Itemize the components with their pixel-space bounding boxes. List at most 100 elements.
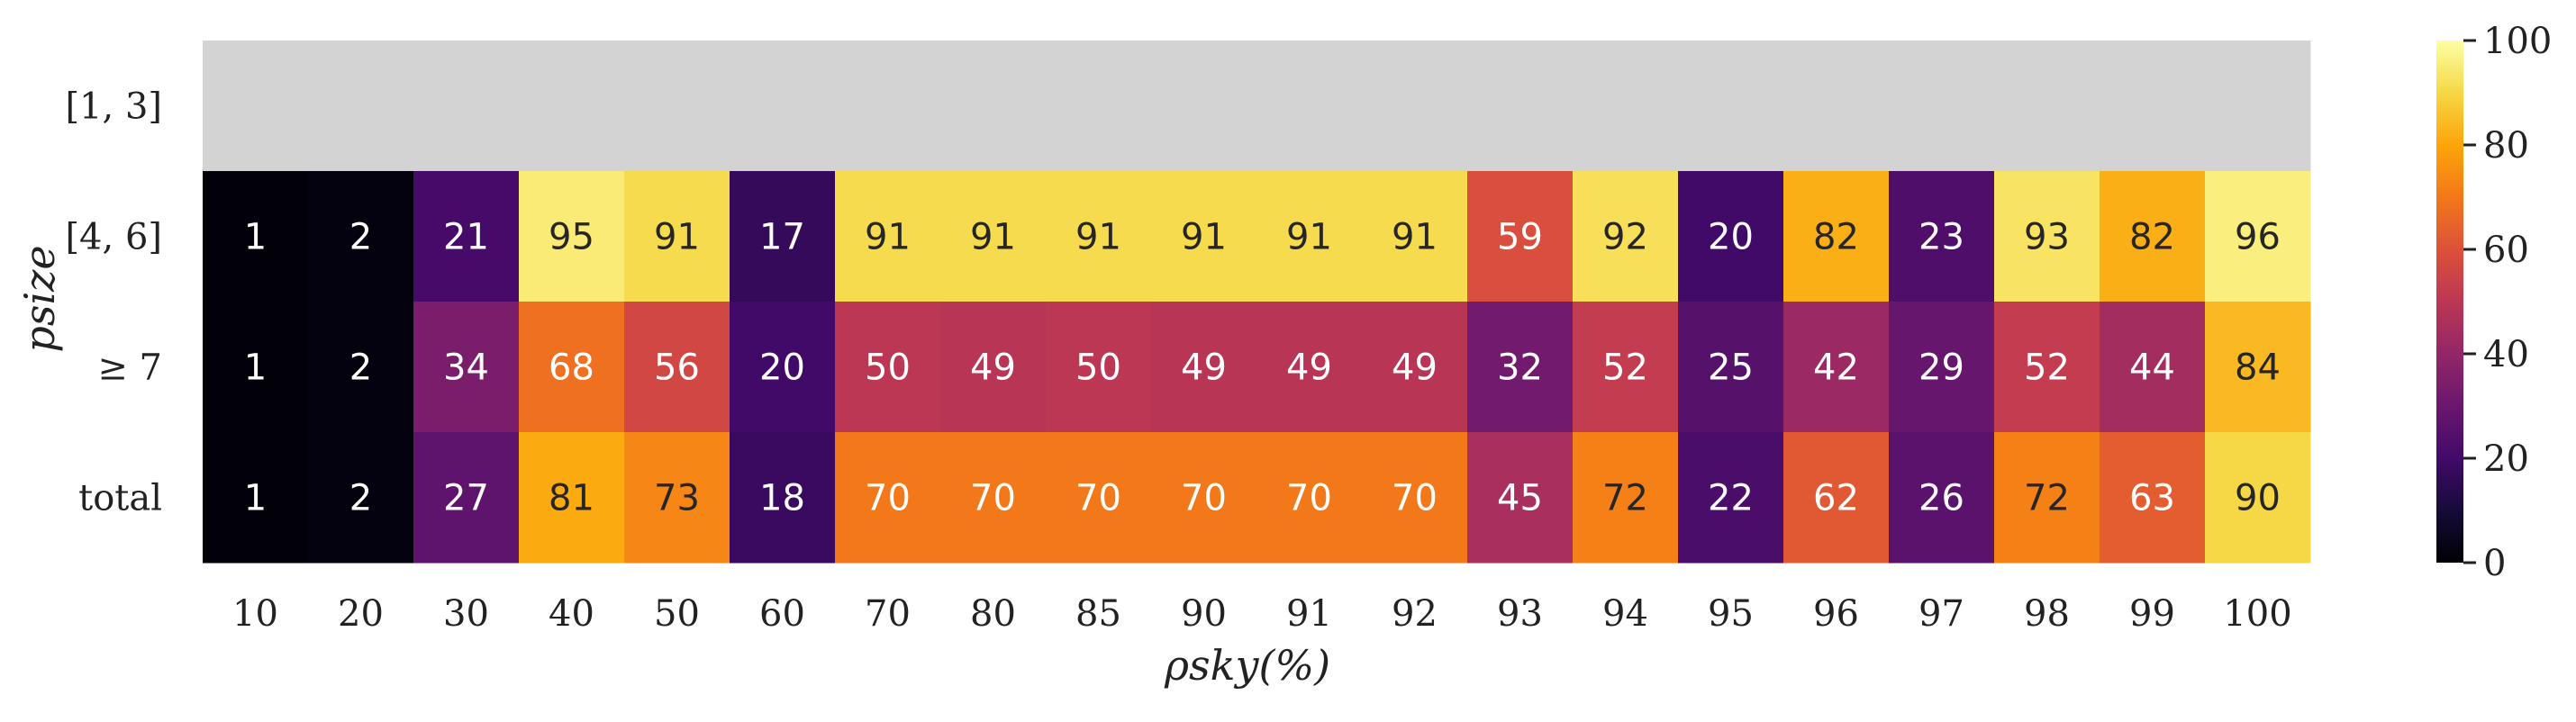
heatmap-cell bbox=[2100, 302, 2206, 433]
heatmap-cell bbox=[413, 302, 520, 433]
cell-value-label: 25 bbox=[1708, 347, 1754, 389]
heatmap-cell bbox=[2205, 432, 2311, 564]
cell-value-label: 32 bbox=[1497, 347, 1543, 389]
cell-value-label: 68 bbox=[549, 347, 594, 389]
x-tick-label: 30 bbox=[443, 593, 489, 635]
cell-value-label: 1 bbox=[244, 478, 267, 519]
heatmap-cell bbox=[413, 41, 520, 172]
heatmap-cell bbox=[1783, 302, 1890, 433]
x-tick-label: 60 bbox=[759, 593, 805, 635]
cell-value-label: 59 bbox=[1497, 217, 1543, 258]
cell-value-label: 91 bbox=[970, 217, 1016, 258]
heatmap-cell bbox=[1889, 41, 1995, 172]
cell-value-label: 50 bbox=[1075, 347, 1121, 389]
colorbar-tick-label: 40 bbox=[2483, 334, 2529, 375]
cell-value-label: 82 bbox=[1813, 217, 1859, 258]
x-tick-label: 10 bbox=[232, 593, 278, 635]
heatmap-cell bbox=[1994, 41, 2100, 172]
heatmap-cell bbox=[203, 41, 309, 172]
heatmap-cell bbox=[1362, 302, 1468, 433]
cell-value-label: 70 bbox=[1075, 478, 1121, 519]
cell-value-label: 91 bbox=[1392, 217, 1438, 258]
heatmap-cell bbox=[624, 432, 730, 564]
heatmap-cell bbox=[2205, 302, 2311, 433]
cell-value-label: 45 bbox=[1497, 478, 1543, 519]
heatmap-cell bbox=[1467, 41, 1574, 172]
heatmap-cell bbox=[1362, 171, 1468, 302]
heatmap-cell bbox=[519, 171, 625, 302]
x-tick-label: 80 bbox=[970, 593, 1016, 635]
x-tick-label: 20 bbox=[338, 593, 384, 635]
x-tick-label: 95 bbox=[1708, 593, 1754, 635]
heatmap-cell bbox=[519, 432, 625, 564]
heatmap-cell bbox=[1151, 41, 1257, 172]
heatmap-cell bbox=[1573, 302, 1679, 433]
heatmap-cell bbox=[624, 302, 730, 433]
cell-value-label: 56 bbox=[654, 347, 700, 389]
cell-value-label: 70 bbox=[970, 478, 1016, 519]
heatmap-cell bbox=[1783, 171, 1890, 302]
cell-value-label: 20 bbox=[1708, 217, 1754, 258]
cell-value-label: 20 bbox=[759, 347, 805, 389]
heatmap-cell bbox=[1151, 302, 1257, 433]
x-tick-label: 99 bbox=[2129, 593, 2175, 635]
x-tick-label: 98 bbox=[2024, 593, 2070, 635]
cell-value-label: 91 bbox=[654, 217, 700, 258]
heatmap-cell bbox=[413, 432, 520, 564]
heatmap-cell bbox=[1994, 302, 2100, 433]
heatmap-cell bbox=[1151, 171, 1257, 302]
heatmap-cell bbox=[1889, 171, 1995, 302]
heatmap-cell bbox=[730, 302, 836, 433]
heatmap-cell bbox=[413, 171, 520, 302]
x-axis-title: ρsky(%) bbox=[1164, 641, 1330, 690]
heatmap-cell bbox=[835, 432, 941, 564]
heatmap-cell bbox=[1889, 432, 1995, 564]
cell-value-label: 49 bbox=[970, 347, 1016, 389]
cell-value-label: 91 bbox=[865, 217, 911, 258]
cell-value-label: 42 bbox=[1813, 347, 1859, 389]
x-tick-label: 93 bbox=[1497, 593, 1543, 635]
x-tick-label: 90 bbox=[1181, 593, 1227, 635]
heatmap-cell bbox=[1783, 432, 1890, 564]
heatmap-cell bbox=[2100, 41, 2206, 172]
x-tick-label: 96 bbox=[1813, 593, 1859, 635]
x-tick-label: 85 bbox=[1075, 593, 1121, 635]
y-tick-labels: [1, 3] [4, 6] ≥ 7 total bbox=[65, 86, 162, 519]
colorbar-tick-label: 20 bbox=[2483, 438, 2529, 480]
cell-value-label: 92 bbox=[1602, 217, 1648, 258]
cell-value-label: 95 bbox=[549, 217, 594, 258]
cell-value-label: 50 bbox=[865, 347, 911, 389]
colorbar-ticks: 0 20 40 60 80 100 bbox=[2463, 21, 2552, 584]
cell-value-label: 27 bbox=[443, 478, 489, 519]
heatmap-cell bbox=[940, 41, 1047, 172]
heatmap-cell bbox=[1362, 41, 1468, 172]
heatmap-cell bbox=[1678, 171, 1784, 302]
cell-value-label: 29 bbox=[1918, 347, 1964, 389]
cell-value-label: 22 bbox=[1708, 478, 1754, 519]
cell-value-label: 90 bbox=[2235, 478, 2281, 519]
heatmap-cell bbox=[835, 41, 941, 172]
heatmap-cell bbox=[519, 302, 625, 433]
cell-value-label: 70 bbox=[1392, 478, 1438, 519]
cell-value-label: 2 bbox=[349, 217, 372, 258]
heatmap-cell bbox=[2100, 171, 2206, 302]
heatmap-cell bbox=[519, 41, 625, 172]
heatmap-cell bbox=[730, 41, 836, 172]
heatmap-cell bbox=[203, 432, 309, 564]
cell-value-label: 70 bbox=[1181, 478, 1227, 519]
heatmap-cell bbox=[730, 171, 836, 302]
heatmap-cell bbox=[1046, 432, 1152, 564]
cell-value-label: 82 bbox=[2129, 217, 2175, 258]
heatmap-cells: 1 2 21 95 91 17 91 91 91 91 91 91 59 92 20 82 23 93 82 961 2… bbox=[203, 41, 2311, 564]
y-tick-label: total bbox=[78, 478, 162, 519]
heatmap-cell bbox=[308, 171, 414, 302]
cell-value-label: 49 bbox=[1181, 347, 1227, 389]
heatmap-cell bbox=[308, 302, 414, 433]
cell-value-label: 52 bbox=[1602, 347, 1648, 389]
cell-value-label: 63 bbox=[2129, 478, 2175, 519]
cell-value-label: 21 bbox=[443, 217, 489, 258]
heatmap-cell bbox=[203, 171, 309, 302]
heatmap-cell bbox=[940, 171, 1047, 302]
cell-value-label: 44 bbox=[2129, 347, 2175, 389]
